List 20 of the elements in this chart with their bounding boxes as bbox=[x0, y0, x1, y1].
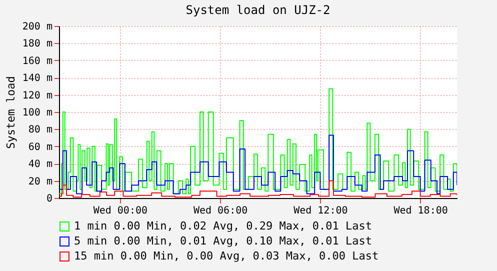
legend-label: 15 min 0.00 Min, 0.00 Avg, 0.03 Max, 0.00 Last bbox=[74, 250, 379, 262]
y-tick-label: 180 m bbox=[22, 38, 52, 50]
y-tick-label: 60 m bbox=[28, 142, 52, 153]
y-tick-label: 200 m bbox=[22, 22, 52, 32]
x-tick-label: Wed 06:00 bbox=[193, 206, 248, 216]
legend-label: 1 min 0.00 Min, 0.02 Avg, 0.29 Max, 0.01 Last bbox=[74, 220, 372, 232]
y-tick-label: 0 bbox=[46, 194, 52, 204]
y-tick-label: 160 m bbox=[22, 56, 52, 67]
legend-label: 5 min 0.00 Min, 0.01 Avg, 0.10 Max, 0.01 Last bbox=[74, 234, 372, 248]
chart-title: System load on UJZ-2 bbox=[186, 3, 330, 17]
x-tick-label: Wed 12:00 bbox=[294, 206, 348, 216]
y-tick-label: 20 m bbox=[28, 176, 52, 188]
y-tick-label: 100 m bbox=[22, 108, 52, 118]
y-tick-label: 140 m bbox=[22, 73, 52, 84]
y-tick-label: 80 m bbox=[28, 124, 52, 136]
x-tick-label: Wed 00:00 bbox=[93, 206, 148, 216]
y-axis-title: System load bbox=[4, 76, 18, 149]
y-tick-label: 120 m bbox=[22, 90, 52, 102]
x-tick-label: Wed 18:00 bbox=[394, 206, 448, 216]
y-tick-label: 40 m bbox=[28, 159, 52, 170]
